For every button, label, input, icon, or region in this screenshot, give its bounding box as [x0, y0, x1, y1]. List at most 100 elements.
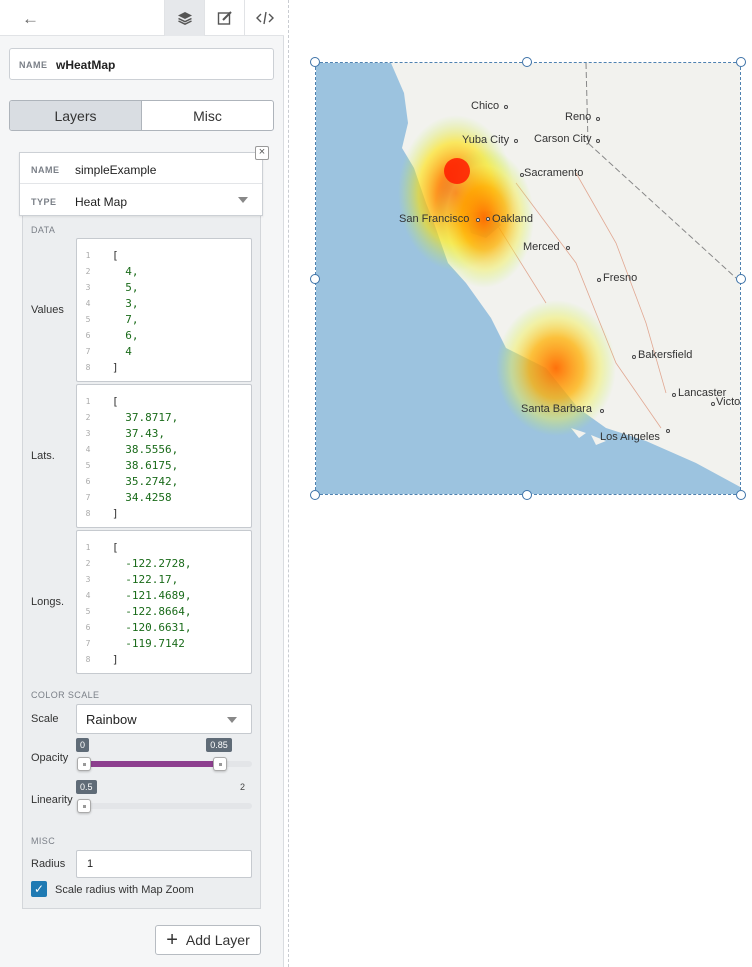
layer-name-value[interactable]: simpleExample	[75, 163, 157, 177]
opacity-max-handle[interactable]	[213, 757, 228, 771]
linearity-handle[interactable]	[77, 799, 91, 813]
city-dot	[486, 217, 490, 221]
code-line: -122.8664,	[112, 605, 192, 618]
values-label: Values	[31, 304, 64, 316]
city-label: Santa Barbara	[521, 403, 592, 415]
code-line: 37.43,	[112, 427, 165, 440]
line-number: 3	[85, 429, 91, 438]
widget-name-field[interactable]: NAME wHeatMap	[9, 48, 274, 80]
line-number: 1	[85, 251, 91, 260]
resize-handle-br[interactable]	[736, 490, 746, 500]
line-number: 6	[85, 331, 91, 340]
city-label: Merced	[523, 241, 560, 253]
code-line: 4,	[112, 265, 139, 278]
opacity-label: Opacity	[31, 752, 69, 764]
opacity-slider-fill	[80, 761, 227, 767]
line-number: 2	[85, 267, 91, 276]
city-label: Reno	[565, 111, 592, 123]
tab-layers[interactable]: Layers	[10, 101, 142, 130]
data-section-title: DATA	[31, 225, 56, 235]
longs-editor[interactable]: 1 [2 -122.2728, 3 -122.17, 4 -121.4689, 5 -1…	[76, 530, 252, 674]
layer-type-value: Heat Map	[75, 195, 128, 209]
close-icon[interactable]: ×	[255, 146, 269, 160]
line-number: 4	[85, 591, 91, 600]
code-line: 35.2742,	[112, 475, 179, 488]
city-label: Victo	[716, 396, 741, 408]
code-line: 5,	[112, 281, 139, 294]
plus-icon: +	[166, 929, 178, 951]
linearity-slider[interactable]	[80, 803, 252, 809]
widget-name-value[interactable]: wHeatMap	[56, 58, 116, 72]
tab-misc[interactable]: Misc	[193, 107, 222, 124]
code-line: ]	[112, 361, 119, 374]
canvas-divider	[288, 0, 289, 967]
line-number: 1	[85, 543, 91, 552]
resize-handle-tl[interactable]	[310, 57, 320, 67]
line-number: 5	[85, 607, 91, 616]
linearity-value-tag: 0.5	[76, 780, 97, 794]
city-dot	[596, 117, 600, 121]
arrow-left-icon[interactable]: ←	[22, 9, 39, 28]
city-label: Lancaster	[678, 387, 727, 399]
resize-handle-bl[interactable]	[310, 490, 320, 500]
resize-handle-b[interactable]	[522, 490, 532, 500]
line-number: 5	[85, 315, 91, 324]
city-dot	[632, 355, 636, 359]
add-layer-button[interactable]: + Add Layer	[155, 925, 261, 955]
opacity-slider[interactable]	[80, 761, 252, 767]
lats-label: Lats.	[31, 450, 55, 462]
resize-handle-tr[interactable]	[736, 57, 746, 67]
city-dot	[476, 218, 480, 222]
code-line: 7,	[112, 313, 139, 326]
radius-input[interactable]: 1	[76, 850, 252, 878]
code-icon[interactable]	[244, 0, 284, 36]
scale-radius-label: Scale radius with Map Zoom	[55, 884, 194, 896]
city-dot	[600, 409, 604, 413]
edit-icon[interactable]	[204, 0, 244, 36]
line-number: 4	[85, 445, 91, 454]
code-line: -121.4689,	[112, 589, 192, 602]
city-label: Oakland	[492, 213, 533, 225]
code-line: 34.4258	[112, 491, 172, 504]
linearity-max-label: 2	[240, 782, 246, 792]
city-dot	[711, 402, 715, 406]
misc-section-title: MISC	[31, 836, 56, 846]
ocean-shape	[316, 63, 740, 494]
lats-editor[interactable]: 1 [2 37.8717, 3 37.43, 4 38.5556, 5 38.6175,…	[76, 384, 252, 528]
panel-tabs: Layers Misc	[9, 100, 274, 131]
resize-handle-t[interactable]	[522, 57, 532, 67]
layer-type-label: TYPE	[31, 197, 57, 207]
code-line: 38.5556,	[112, 443, 179, 456]
code-line: 37.8717,	[112, 411, 179, 424]
code-line: [	[112, 249, 119, 262]
resize-handle-r[interactable]	[736, 274, 746, 284]
city-dot	[514, 139, 518, 143]
city-dot	[566, 246, 570, 250]
line-number: 8	[85, 655, 91, 664]
code-line: 6,	[112, 329, 139, 342]
line-number: 6	[85, 623, 91, 632]
code-line: -120.6631,	[112, 621, 192, 634]
scale-label: Scale	[31, 713, 59, 725]
code-line: ]	[112, 653, 119, 666]
color-scale-section-title: COLOR SCALE	[31, 690, 100, 700]
code-line: -119.7142	[112, 637, 185, 650]
values-editor[interactable]: 1 [2 4, 3 5, 4 3, 5 7, 6 6, 7 4 8]	[76, 238, 252, 382]
scale-radius-checkbox[interactable]: ✓	[31, 881, 47, 897]
city-dot	[597, 278, 601, 282]
city-label: Chico	[471, 100, 500, 112]
city-label: Yuba City	[462, 134, 510, 146]
layer-name-field[interactable]: NAME simpleExample	[20, 153, 262, 184]
layer-type-select[interactable]: TYPE Heat Map	[20, 185, 262, 216]
line-number: 7	[85, 347, 91, 356]
code-line: 38.6175,	[112, 459, 179, 472]
code-line: 3,	[112, 297, 139, 310]
resize-handle-l[interactable]	[310, 274, 320, 284]
heat-map-widget[interactable]: Chico Reno Yuba City Carson City Sacramento S…	[315, 62, 741, 495]
widget-name-label: NAME	[19, 60, 48, 70]
properties-panel: ← NAME wHeatMap Layers Misc NAME simpleE…	[0, 0, 284, 967]
layers-icon[interactable]	[164, 0, 204, 36]
opacity-min-handle[interactable]	[77, 757, 91, 771]
city-label: San Francisco	[399, 213, 470, 225]
scale-select[interactable]: Rainbow	[76, 704, 252, 734]
